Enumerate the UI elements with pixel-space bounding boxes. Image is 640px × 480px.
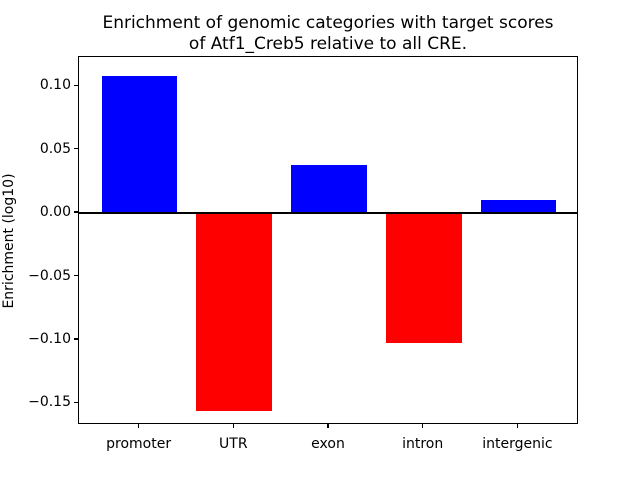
bar-UTR	[196, 213, 273, 412]
ytick-mark	[74, 338, 78, 340]
xtick-mark	[232, 424, 234, 428]
ytick-label: −0.10	[28, 330, 71, 347]
ytick-label: 0.00	[39, 204, 71, 221]
bars-container	[79, 57, 577, 423]
bar-exon	[291, 164, 367, 214]
plot-area	[78, 56, 578, 424]
chart-title: Enrichment of genomic categories with ta…	[102, 13, 554, 55]
xtick-label-intron: intron	[402, 436, 444, 452]
xtick-mark	[516, 424, 519, 428]
xtick-label-promoter: promoter	[106, 436, 172, 452]
xtick-label-exon: exon	[311, 436, 345, 452]
xtick-mark	[137, 424, 140, 428]
ytick-mark	[74, 147, 78, 150]
ytick-label: 0.10	[39, 77, 71, 94]
bar-intron	[385, 213, 462, 343]
ytick-label: −0.15	[28, 394, 71, 411]
xtick-mark	[422, 424, 424, 428]
ytick-mark	[74, 84, 78, 86]
xtick-label-intergenic: intergenic	[482, 436, 553, 452]
ytick-mark	[74, 401, 78, 404]
zero-line	[79, 211, 577, 215]
xtick-label-UTR: UTR	[219, 436, 248, 452]
ytick-mark	[74, 211, 78, 213]
zero-line-holder	[79, 57, 577, 423]
ytick-label: 0.05	[39, 140, 71, 157]
y-axis-label: Enrichment (log10)	[1, 173, 17, 309]
bar-intergenic	[480, 200, 557, 214]
bar-promoter	[101, 76, 178, 214]
ytick-mark	[74, 274, 78, 277]
ytick-label: −0.05	[28, 267, 71, 284]
xtick-mark	[327, 424, 329, 428]
